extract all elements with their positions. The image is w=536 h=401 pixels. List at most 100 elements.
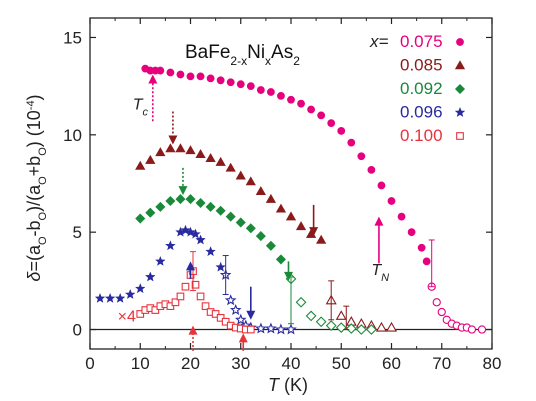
data-point xyxy=(196,72,205,81)
data-point xyxy=(246,82,255,91)
series-0.092 xyxy=(135,194,377,335)
legend-label-0.092: 0.092 xyxy=(400,79,443,98)
data-point xyxy=(215,261,226,272)
x-tick-label: 40 xyxy=(282,354,301,373)
legend-marker-0.085 xyxy=(454,60,466,70)
y-tick-label: 0 xyxy=(73,321,82,340)
tn-arrow-0085-head xyxy=(309,227,319,237)
data-point xyxy=(94,292,106,303)
tn-arrow-0100-head xyxy=(238,333,248,343)
data-point xyxy=(245,223,256,234)
data-point xyxy=(215,156,226,166)
tc-label: Tc xyxy=(133,97,149,119)
tn-arrow-0096-head xyxy=(246,310,256,320)
data-point xyxy=(287,95,295,104)
data-point xyxy=(255,322,267,334)
data-point xyxy=(295,221,307,231)
data-point xyxy=(236,80,245,89)
legend-label-0.100: 0.100 xyxy=(400,126,443,145)
data-point xyxy=(327,119,336,128)
x-axis-label: T (K) xyxy=(268,375,308,395)
data-point xyxy=(135,283,146,294)
data-point xyxy=(230,304,242,316)
data-point xyxy=(422,257,431,266)
legend-marker-0.092 xyxy=(454,83,466,95)
data-point xyxy=(437,307,446,317)
data-point xyxy=(387,197,396,205)
legend-marker-0.100 xyxy=(456,132,464,140)
tc-arrow-0100-head xyxy=(188,325,198,335)
data-point xyxy=(377,181,386,190)
x-tick-label: 10 xyxy=(131,354,150,373)
data-point xyxy=(135,160,146,170)
series-0.096 xyxy=(94,224,297,335)
title-mid: Ni xyxy=(247,42,265,63)
data-point xyxy=(151,306,160,314)
data-point xyxy=(171,298,180,307)
data-point xyxy=(191,280,200,289)
tn-label: TN xyxy=(371,262,389,284)
x-tick-label: 70 xyxy=(432,354,451,373)
data-point xyxy=(234,313,247,325)
data-point xyxy=(186,72,195,81)
data-point xyxy=(195,234,206,245)
data-point xyxy=(246,325,255,334)
data-point xyxy=(165,143,176,153)
data-point xyxy=(125,289,136,299)
data-point xyxy=(385,321,398,332)
data-point xyxy=(307,105,315,114)
times4-label: ×4 xyxy=(118,309,136,326)
data-point xyxy=(467,325,477,334)
data-point xyxy=(166,68,175,77)
data-point xyxy=(156,66,165,75)
data-point xyxy=(115,292,126,303)
data-point xyxy=(181,282,190,291)
legend-label-0.096: 0.096 xyxy=(400,103,443,122)
data-point xyxy=(195,149,206,159)
data-point xyxy=(216,313,225,322)
data-point xyxy=(297,99,305,108)
data-point xyxy=(165,240,176,251)
title-tail: As xyxy=(271,42,293,63)
data-point xyxy=(155,147,166,157)
tc-arrow-0092-head xyxy=(178,186,188,196)
legend: x= 0.075 0.085 0.092 0.096 0.100 xyxy=(369,32,466,145)
data-point xyxy=(345,323,357,334)
data-point xyxy=(165,195,176,207)
y-tick-label: 5 xyxy=(73,223,82,242)
data-point xyxy=(275,323,287,335)
data-point xyxy=(221,317,230,326)
data-point xyxy=(205,246,216,257)
annotation-layer: Tc TN ×4 xyxy=(118,74,435,351)
data-point xyxy=(235,170,246,180)
tn-arrow-0075-head xyxy=(374,216,384,226)
title-sub3: 2 xyxy=(293,54,300,68)
data-point xyxy=(185,194,196,205)
data-point xyxy=(265,322,277,334)
legend-marker-0.096 xyxy=(454,107,466,117)
y-tick-label: 10 xyxy=(63,126,82,145)
data-point xyxy=(104,292,116,303)
data-point xyxy=(325,320,337,332)
data-point xyxy=(285,211,297,221)
data-point xyxy=(185,226,196,237)
data-point xyxy=(255,231,266,242)
data-point xyxy=(175,143,186,153)
series-0.075 xyxy=(141,64,487,334)
data-point xyxy=(226,78,235,87)
data-point xyxy=(216,76,225,85)
data-point xyxy=(206,74,215,83)
chart-title: BaFe2-xNixAs2 xyxy=(185,42,300,68)
x-tick-label: 80 xyxy=(483,354,502,373)
data-point xyxy=(225,211,236,222)
data-point xyxy=(245,176,256,186)
data-point xyxy=(397,212,406,221)
data-point xyxy=(256,86,265,94)
data-point xyxy=(432,298,441,307)
data-point xyxy=(136,310,145,318)
tick-layer: 0 10 20 30 40 50 60 70 80 0 5 10 15 xyxy=(63,18,501,373)
data-point xyxy=(285,323,297,335)
x-tick-label: 50 xyxy=(332,354,351,373)
legend-marker-0.075 xyxy=(456,38,464,46)
data-point xyxy=(211,310,220,318)
